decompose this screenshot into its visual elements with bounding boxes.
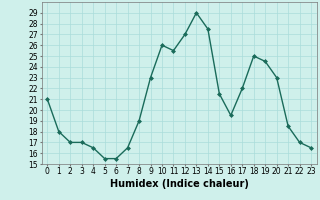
X-axis label: Humidex (Indice chaleur): Humidex (Indice chaleur) [110,179,249,189]
